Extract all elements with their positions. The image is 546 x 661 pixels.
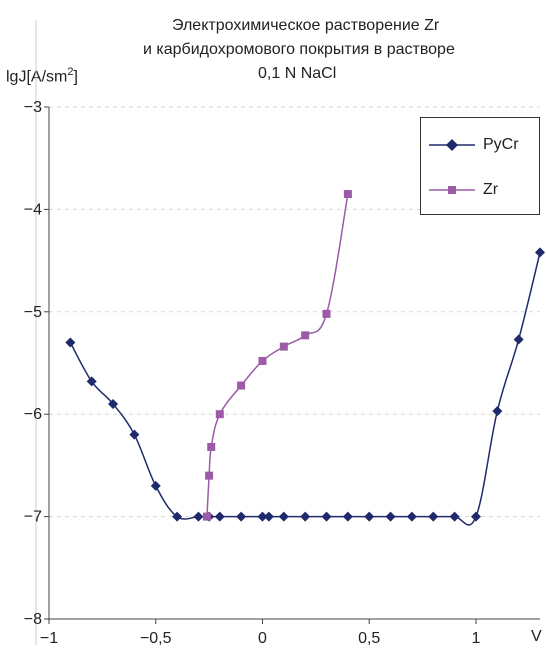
point-zr-6: [279, 342, 288, 351]
point-pycr-8: [214, 511, 225, 522]
point-pycr-2: [108, 398, 119, 409]
x-tick-label-3: 0,5: [358, 630, 380, 647]
point-pycr-17: [385, 511, 396, 522]
point-pycr-0: [65, 337, 76, 348]
legend-item-pycr: PyCr: [427, 135, 519, 155]
x-axis-label: V: [531, 628, 542, 645]
point-pycr-5: [172, 511, 183, 522]
y-tick-label-0: −3: [24, 99, 42, 116]
legend-item-zr: Zr: [427, 180, 498, 200]
point-pycr-10: [257, 511, 268, 522]
chart-title-line-1: Электрохимическое растворение Zr: [172, 17, 440, 34]
y-tick-label-5: −8: [24, 611, 42, 628]
point-zr-2: [207, 442, 216, 451]
series-group: [65, 190, 545, 526]
chart-title-line-3: 0,1 N NaCl: [258, 65, 337, 82]
y-tick-label-2: −5: [24, 304, 42, 321]
x-tick-label-1: −0,5: [140, 630, 172, 647]
y-tick-label-1: −4: [24, 201, 42, 218]
legend-label-zr: Zr: [483, 181, 499, 198]
point-pycr-18: [406, 511, 417, 522]
point-zr-3: [215, 410, 224, 419]
point-pycr-3: [129, 429, 140, 440]
point-zr-8: [322, 309, 331, 318]
x-tick-label-2: 0: [258, 630, 267, 647]
legend-marker-pycr: [429, 139, 475, 151]
point-pycr-19: [428, 511, 439, 522]
point-zr-9: [343, 190, 352, 199]
point-pycr-24: [535, 247, 545, 258]
point-pycr-22: [492, 406, 503, 417]
point-pycr-21: [470, 511, 481, 522]
chart-title-line-2: и карбидохромового покрытия в растворе: [143, 41, 455, 58]
point-zr-5: [258, 356, 267, 365]
x-tick-label-0: −1: [40, 630, 58, 647]
legend: PyCr Zr: [420, 117, 540, 215]
series-pycr: [65, 247, 545, 526]
axes: [35, 20, 540, 645]
y-axis-label: lgJ[A/sm2]: [6, 66, 78, 86]
point-zr-0: [202, 512, 211, 521]
point-pycr-6: [193, 511, 204, 522]
series-line-pycr: [69, 252, 541, 526]
point-pycr-12: [278, 511, 289, 522]
point-pycr-11: [263, 511, 274, 522]
point-zr-7: [301, 331, 310, 340]
point-pycr-13: [300, 511, 311, 522]
point-zr-1: [205, 471, 214, 480]
point-pycr-1: [86, 376, 97, 387]
point-zr-4: [237, 381, 246, 390]
y-tick-label-4: −7: [24, 509, 42, 526]
point-pycr-16: [364, 511, 375, 522]
point-pycr-20: [449, 511, 460, 522]
point-pycr-23: [513, 334, 524, 345]
series-zr: [202, 190, 352, 521]
point-pycr-9: [236, 511, 247, 522]
tick-labels: −3 −4 −5 −6 −7 −8 −1 −0,5 0 0,5 1: [24, 99, 481, 647]
point-pycr-15: [342, 511, 353, 522]
point-pycr-14: [321, 511, 332, 522]
point-pycr-4: [150, 480, 161, 491]
y-tick-label-3: −6: [24, 406, 42, 423]
legend-label-pycr: PyCr: [483, 136, 519, 153]
x-tick-label-4: 1: [472, 630, 481, 647]
series-line-zr: [206, 193, 349, 517]
legend-marker-zr: [429, 186, 475, 194]
